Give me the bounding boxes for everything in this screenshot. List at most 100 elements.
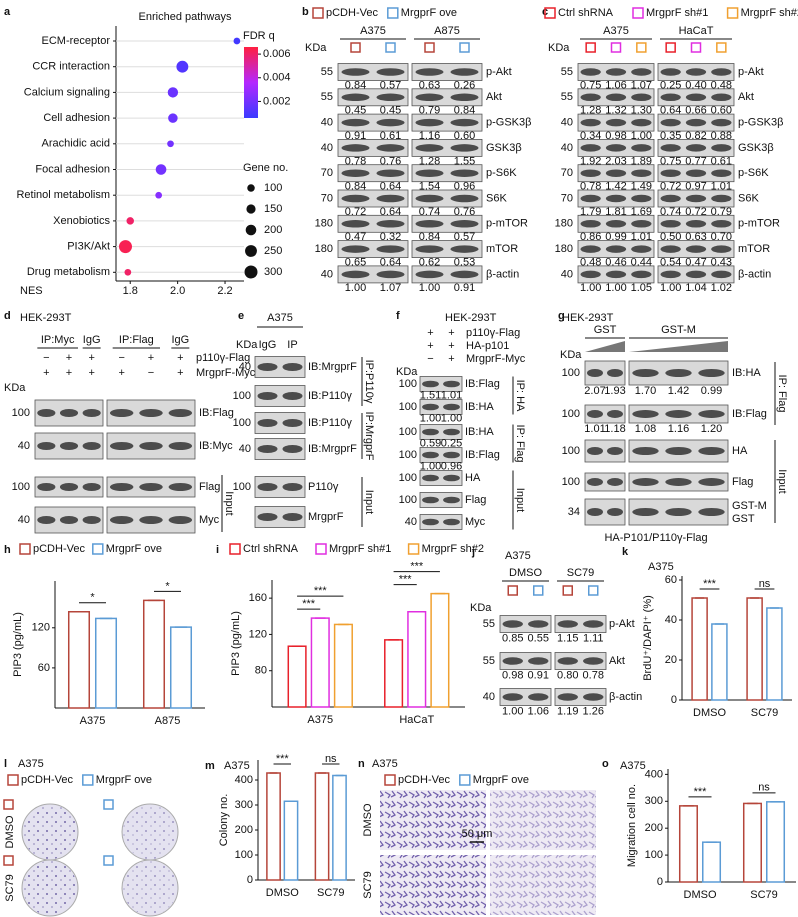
legend-swatch	[92, 543, 104, 555]
blot-label: IB:Myc	[199, 440, 233, 452]
size-legend-dot	[245, 224, 257, 236]
blot-band	[660, 118, 681, 127]
color-bar	[244, 47, 258, 118]
lane-marker	[690, 42, 702, 53]
blot-band	[376, 194, 405, 203]
blot-band	[631, 118, 652, 127]
blot-band	[415, 270, 444, 279]
y-tick-label: 200	[235, 824, 253, 836]
bar	[94, 617, 118, 709]
blot-band	[168, 409, 193, 417]
panel-letter: m	[205, 760, 215, 772]
row-label: DMSO	[4, 815, 16, 848]
lane-marker	[716, 42, 727, 53]
x-tick-label: 1.8	[123, 285, 138, 297]
quantification: 1.00	[420, 460, 441, 472]
group-label: A375	[603, 25, 629, 37]
blot-label: Flag	[732, 476, 753, 488]
blot-band	[605, 270, 627, 279]
blot-label: IB:MrgprF	[308, 443, 357, 455]
kda-marker: 100	[399, 472, 417, 484]
lane-marker	[103, 799, 114, 810]
bar	[678, 805, 698, 883]
panel-letter: g	[558, 310, 565, 322]
lane-marker	[665, 42, 676, 53]
blot-strip	[584, 404, 626, 424]
bar	[310, 617, 330, 708]
panel-letter: h	[4, 544, 11, 556]
kda-marker: 100	[233, 417, 251, 429]
legend-swatch	[82, 774, 94, 786]
color-tick-label: 0.006	[263, 48, 291, 60]
blot-band	[660, 194, 681, 203]
blot-label: p-mTOR	[486, 218, 528, 230]
blot-strip	[337, 138, 409, 157]
x-tick-label: HaCaT	[399, 714, 434, 726]
quantification: 0.91	[454, 282, 475, 294]
quantification: 0.25	[441, 437, 462, 449]
blot-band	[632, 508, 659, 516]
quantification: 1.01	[441, 389, 462, 401]
blot-band	[443, 518, 460, 526]
blot-label: Akt	[609, 655, 625, 667]
bar	[332, 774, 347, 881]
quantification: 1.16	[668, 423, 689, 435]
legend-title: FDR q	[243, 30, 275, 42]
bar	[67, 610, 91, 709]
blot-band	[168, 442, 193, 450]
blot-band	[443, 474, 460, 482]
quantification: 1.00	[441, 412, 462, 424]
blot-band	[587, 508, 603, 516]
legend-swatch	[312, 7, 324, 19]
treatment-sign: +	[66, 352, 72, 364]
ip-label: IP:Myc	[41, 334, 75, 346]
quantification: 0.80	[557, 669, 578, 681]
quantification: 0.99	[701, 385, 722, 397]
group-label: IP:P110γ	[363, 360, 375, 404]
blot-band	[376, 93, 405, 102]
quantification: 2.07	[584, 385, 605, 397]
y-tick-label: 400	[645, 768, 663, 780]
blot-band	[376, 144, 405, 152]
legend-label: Ctrl shRNA	[243, 543, 299, 555]
y-axis-label: BrdU⁺/DAPI⁺ (%)	[642, 595, 654, 681]
blot-strip	[584, 439, 626, 463]
blot-band	[422, 518, 439, 526]
pathway-label: Xenobiotics	[53, 215, 110, 227]
panel-letter: b	[302, 6, 309, 18]
y-tick-label: 300	[645, 795, 663, 807]
blot-strip	[254, 385, 306, 407]
blot-strip	[411, 138, 483, 157]
blot-label: GSK3β	[738, 142, 774, 154]
bar	[333, 623, 353, 708]
y-tick-label: 120	[32, 622, 50, 634]
blot-band	[580, 144, 601, 152]
blot-band	[37, 483, 56, 491]
kda-marker: 40	[321, 142, 333, 154]
y-tick-label: 60	[665, 574, 677, 586]
blot-band	[82, 483, 101, 491]
y-axis-label: PIP3 (pg/mL)	[230, 611, 242, 676]
legend-label: pCDH-Vec	[21, 774, 73, 786]
quantification: 1.00	[419, 282, 440, 294]
blot-band	[632, 410, 659, 418]
x-tick-label: A875	[155, 715, 181, 727]
kda-marker: 70	[321, 192, 333, 204]
blot-band	[528, 620, 549, 628]
kda-marker: 70	[561, 192, 573, 204]
quantification: 1.05	[631, 282, 652, 294]
panel-letter: a	[4, 6, 11, 18]
kda-marker: 100	[399, 426, 417, 438]
blot-label: p-Akt	[486, 66, 512, 78]
blot-band	[502, 657, 523, 665]
group-label: IP:MrgprF	[363, 412, 375, 461]
blot-band	[605, 220, 627, 228]
panel-letter: e	[238, 310, 244, 322]
blot-band	[422, 451, 439, 459]
treatment-sign: +	[177, 352, 183, 364]
blot-label: Flag	[465, 494, 486, 506]
blot-band	[685, 118, 707, 127]
kda-marker: 100	[562, 408, 580, 420]
cell-line: HEK-293T	[562, 312, 614, 324]
